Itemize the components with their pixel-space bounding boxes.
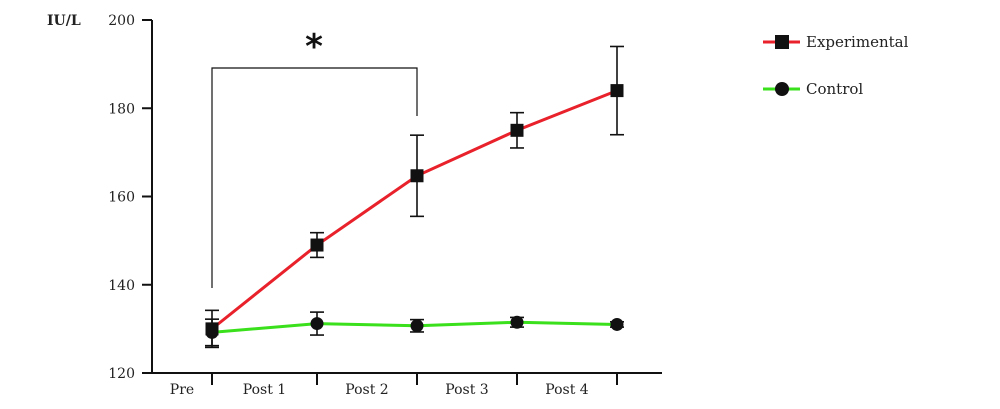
legend: Experimental Control (763, 33, 909, 98)
series-control (205, 311, 624, 347)
y-tick-label: 200 (108, 13, 135, 29)
data-point (310, 238, 324, 252)
data-point (510, 315, 524, 329)
legend-label: Control (806, 80, 863, 98)
y-axis-label: IU/L (47, 13, 81, 29)
legend-item-experimental: Experimental (763, 33, 909, 51)
significance-marker: * (305, 27, 323, 67)
x-tick-label: Post 3 (445, 382, 488, 398)
data-point (410, 319, 424, 333)
legend-marker (775, 35, 789, 49)
x-tick-label: Pre (170, 382, 194, 398)
significance-bracket (211, 67, 418, 288)
bracket-line (211, 67, 418, 288)
data-point (510, 123, 524, 137)
x-tick-label: Post 1 (243, 382, 286, 398)
data-point (310, 317, 324, 331)
y-tick-label: 180 (108, 101, 135, 117)
y-tick-label: 120 (108, 366, 135, 382)
axes: 120 140 160 180 200 Pre Post 1 Post 2 Post 3 Post… (108, 13, 662, 398)
data-point (610, 84, 624, 98)
series-experimental (205, 45, 624, 349)
y-tick-label: 160 (108, 190, 135, 206)
data-point (205, 322, 219, 336)
x-tick-label: Post 4 (545, 382, 589, 398)
legend-label: Experimental (806, 33, 909, 51)
x-tick-label: Post 2 (345, 382, 388, 398)
y-tick-label: 140 (108, 278, 135, 294)
legend-item-control: Control (763, 80, 863, 98)
data-point (410, 169, 424, 183)
series-layer (205, 45, 624, 349)
legend-marker (775, 82, 789, 96)
series-line (211, 89, 618, 331)
data-point (610, 317, 624, 331)
